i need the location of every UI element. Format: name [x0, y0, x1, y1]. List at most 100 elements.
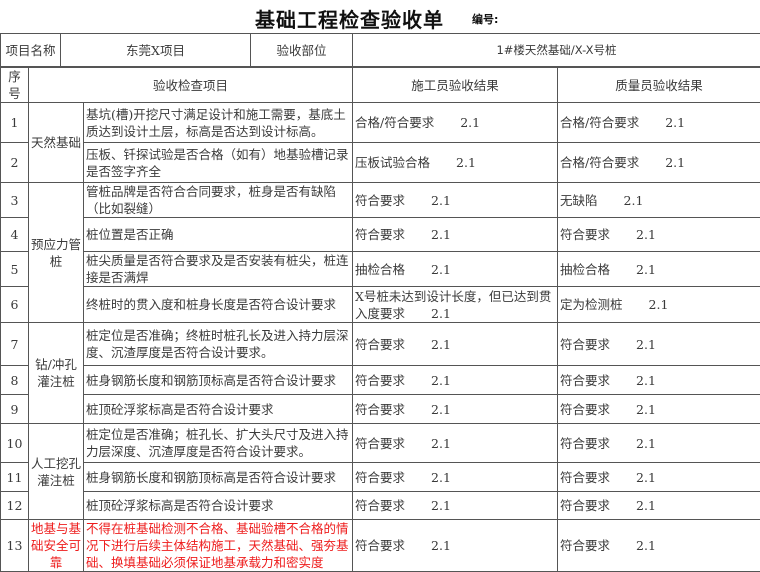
- construction-result-text: 符合要求: [355, 373, 405, 388]
- construction-result-text: 符合要求: [355, 337, 405, 352]
- construction-result-text: 符合要求: [355, 498, 405, 513]
- inspection-item: 桩定位是否准确；桩孔长、扩大头尺寸及进入持力层深度、沉渣厚度是否符合设计要求。: [84, 424, 353, 463]
- quality-result-code: 2.1: [636, 262, 656, 277]
- construction-result-code: 2.1: [431, 538, 451, 553]
- quality-result: 符合要求 2.1: [558, 323, 760, 366]
- row-category: 地基与基础安全可靠: [29, 520, 84, 572]
- construction-result-code: 2.1: [431, 193, 451, 208]
- location-value: 1#楼天然基础/X-X号桩: [353, 34, 760, 67]
- quality-result-text: 合格/符合要求: [560, 115, 639, 130]
- construction-result-code: 2.1: [431, 436, 451, 451]
- quality-result-code: 2.1: [665, 115, 685, 130]
- quality-result-code: 2.1: [624, 193, 644, 208]
- inspection-item: 桩顶砼浮浆标高是否符合设计要求: [84, 492, 353, 520]
- quality-result-text: 符合要求: [560, 402, 610, 417]
- location-label: 验收部位: [251, 34, 353, 67]
- row-number: 13: [1, 520, 29, 572]
- quality-result-text: 符合要求: [560, 373, 610, 388]
- quality-result: 符合要求 2.1: [558, 395, 760, 424]
- quality-result-text: 符合要求: [560, 337, 610, 352]
- quality-result-code: 2.1: [649, 297, 669, 312]
- construction-result: 合格/符合要求 2.1: [353, 103, 558, 143]
- inspection-item: 桩定位是否准确；终桩时桩孔长及进入持力层深度、沉渣厚度是否符合设计要求。: [84, 323, 353, 366]
- construction-result-code: 2.1: [431, 373, 451, 388]
- quality-result: 定为检测桩 2.1: [558, 287, 760, 323]
- quality-result-text: 抽检合格: [560, 262, 610, 277]
- construction-result-text: 符合要求: [355, 538, 405, 553]
- inspection-item: 桩位置是否正确: [84, 218, 353, 252]
- quality-result-code: 2.1: [636, 498, 656, 513]
- construction-result-code: 2.1: [431, 306, 451, 321]
- project-name-value: 东莞X项目: [61, 34, 251, 67]
- code-label: 编号:: [472, 11, 498, 27]
- construction-result: 符合要求 2.1: [353, 520, 558, 572]
- project-info-row: 项目名称 东莞X项目 验收部位 1#楼天然基础/X-X号桩: [1, 34, 760, 67]
- quality-result-text: 符合要求: [560, 498, 610, 513]
- construction-result-text: 合格/符合要求: [355, 115, 434, 130]
- quality-result-code: 2.1: [665, 155, 685, 170]
- inspection-item: 不得在桩基础检测不合格、基础验槽不合格的情况下进行后续主体结构施工，天然基础、强…: [84, 520, 353, 572]
- construction-result-text: 抽检合格: [355, 262, 405, 277]
- construction-result-code: 2.1: [431, 337, 451, 352]
- row-number: 7: [1, 323, 29, 366]
- construction-result-code: 2.1: [460, 115, 480, 130]
- row-category: 天然基础: [29, 103, 84, 183]
- construction-result-code: 2.1: [431, 402, 451, 417]
- row-number: 10: [1, 424, 29, 463]
- construction-result-text: 压板试验合格: [355, 155, 430, 170]
- row-number: 4: [1, 218, 29, 252]
- header-quality: 质量员验收结果: [558, 68, 760, 103]
- quality-result-code: 2.1: [636, 337, 656, 352]
- row-category: 钻/冲孔灌注桩: [29, 323, 84, 424]
- quality-result-text: 定为检测桩: [560, 297, 623, 312]
- construction-result: 符合要求 2.1: [353, 323, 558, 366]
- quality-result-code: 2.1: [636, 402, 656, 417]
- project-name-label: 项目名称: [1, 34, 61, 67]
- row-number: 1: [1, 103, 29, 143]
- construction-result: 符合要求 2.1: [353, 492, 558, 520]
- construction-result: 符合要求 2.1: [353, 366, 558, 395]
- quality-result: 符合要求 2.1: [558, 463, 760, 492]
- row-number: 11: [1, 463, 29, 492]
- quality-result-code: 2.1: [636, 227, 656, 242]
- construction-result-code: 2.1: [431, 498, 451, 513]
- inspection-item: 管桩品牌是否符合合同要求，桩身是否有缺陷（比如裂缝）: [84, 183, 353, 218]
- quality-result-text: 符合要求: [560, 470, 610, 485]
- row-number: 3: [1, 183, 29, 218]
- quality-result: 符合要求 2.1: [558, 218, 760, 252]
- construction-result-text: 符合要求: [355, 227, 405, 242]
- row-number: 5: [1, 252, 29, 287]
- quality-result: 合格/符合要求 2.1: [558, 103, 760, 143]
- project-info-table: 项目名称 东莞X项目 验收部位 1#楼天然基础/X-X号桩: [0, 33, 760, 67]
- row-category: 人工挖孔灌注桩: [29, 424, 84, 520]
- page-title: 基础工程检查验收单: [255, 4, 444, 33]
- quality-result-code: 2.1: [636, 470, 656, 485]
- construction-result-text: 符合要求: [355, 436, 405, 451]
- inspection-item: 基坑(槽)开挖尺寸满足设计和施工需要，基底土质达到设计土层，标高是否达到设计标高…: [84, 103, 353, 143]
- quality-result-text: 符合要求: [560, 227, 610, 242]
- construction-result-code: 2.1: [431, 262, 451, 277]
- construction-result-code: 2.1: [431, 470, 451, 485]
- construction-result: 符合要求 2.1: [353, 424, 558, 463]
- quality-result-text: 符合要求: [560, 436, 610, 451]
- construction-result-text: X号桩未达到设计长度，但已达到贯入度要求: [355, 289, 551, 321]
- quality-result: 合格/符合要求 2.1: [558, 143, 760, 183]
- quality-result-text: 合格/符合要求: [560, 155, 639, 170]
